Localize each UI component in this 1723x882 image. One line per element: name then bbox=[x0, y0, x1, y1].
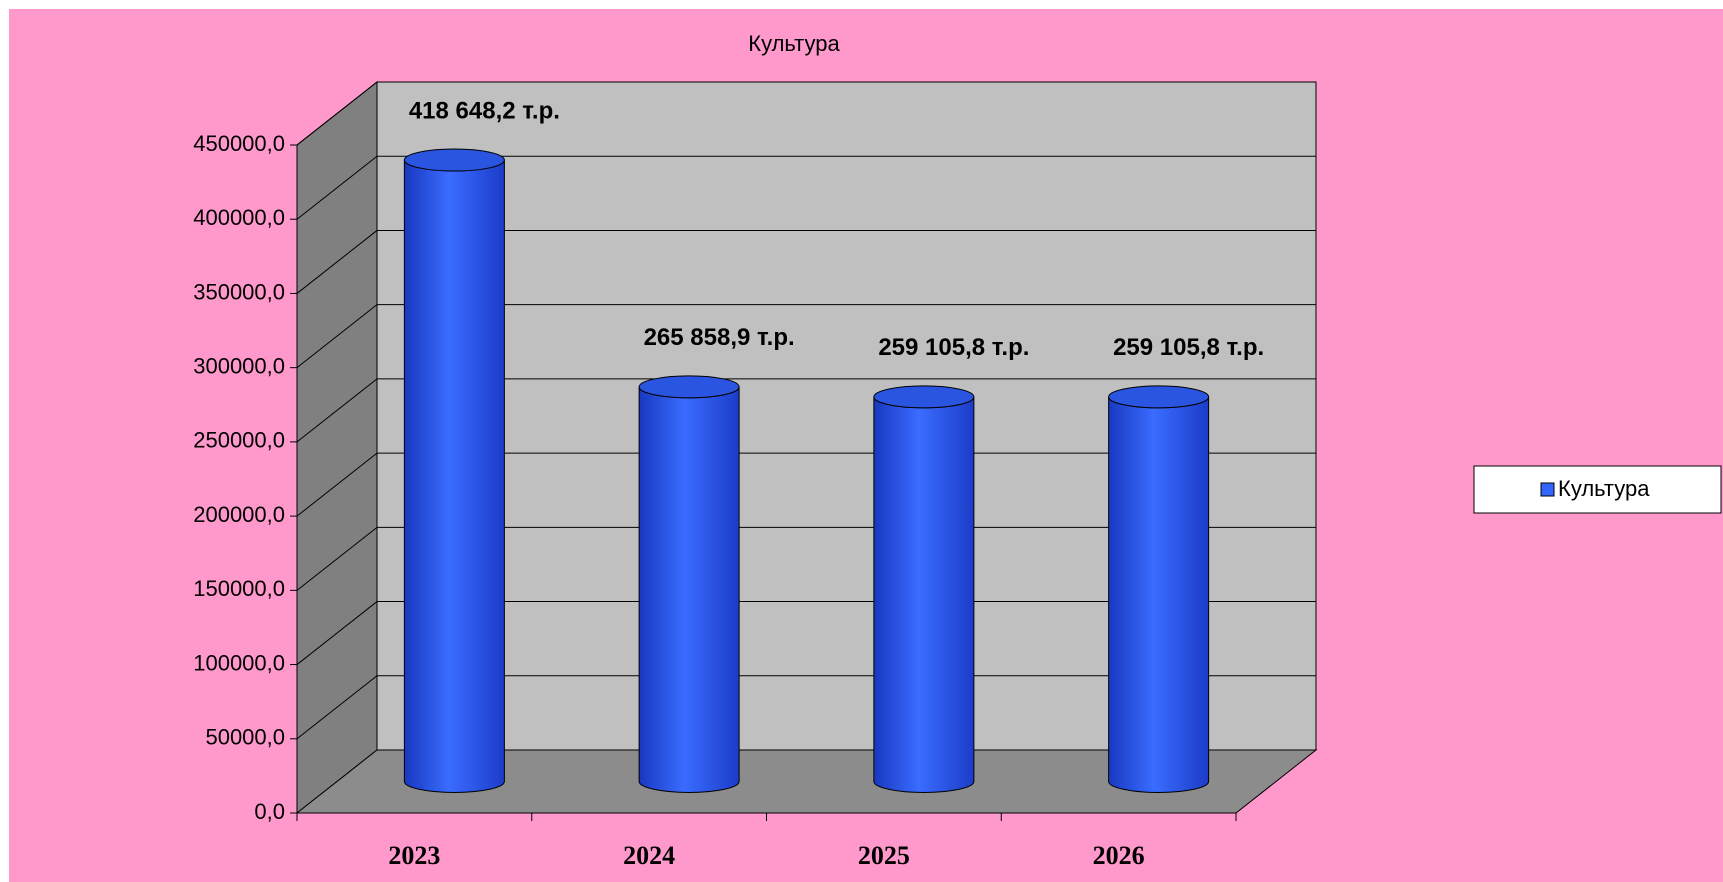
y-tick-label: 350000,0 bbox=[193, 279, 285, 304]
bar-top bbox=[873, 385, 975, 409]
y-tick-label: 250000,0 bbox=[193, 428, 285, 453]
y-tick-label: 450000,0 bbox=[193, 131, 285, 156]
grid-line bbox=[296, 526, 378, 591]
legend-label: Культура bbox=[1558, 476, 1650, 501]
x-tick-label: 2023 bbox=[388, 841, 440, 870]
value-label: 265 858,9 т.р. bbox=[644, 324, 795, 351]
chart-title: Культура bbox=[748, 31, 840, 56]
y-tick-label: 400000,0 bbox=[193, 205, 285, 230]
x-tick-label: 2026 bbox=[1093, 841, 1145, 870]
y-tick-label: 50000,0 bbox=[205, 725, 285, 750]
bar-top bbox=[403, 148, 505, 172]
bar-top bbox=[638, 375, 740, 399]
value-label: 259 105,8 т.р. bbox=[1113, 334, 1264, 361]
y-tick-label: 0,0 bbox=[254, 799, 285, 824]
grid-line bbox=[296, 601, 378, 665]
bar bbox=[873, 396, 975, 793]
grid-line bbox=[296, 304, 378, 369]
value-label: 259 105,8 т.р. bbox=[878, 334, 1029, 361]
grid-line bbox=[296, 155, 378, 220]
x-tick-label: 2025 bbox=[858, 841, 910, 870]
y-tick-label: 100000,0 bbox=[193, 650, 285, 675]
y-tick-label: 200000,0 bbox=[193, 502, 285, 527]
legend-swatch bbox=[1540, 482, 1555, 497]
x-tick-label: 2024 bbox=[623, 841, 675, 870]
bar bbox=[638, 386, 740, 793]
y-tick-label: 300000,0 bbox=[193, 353, 285, 378]
bar bbox=[403, 159, 505, 793]
grid-line bbox=[296, 230, 378, 294]
grid-line bbox=[296, 378, 378, 443]
grid-line bbox=[296, 675, 378, 740]
side-wall bbox=[296, 80, 378, 815]
bar-top bbox=[1108, 385, 1210, 409]
bar bbox=[1108, 396, 1210, 793]
grid-line bbox=[296, 81, 378, 146]
y-tick-label: 150000,0 bbox=[193, 576, 285, 601]
legend bbox=[1473, 465, 1722, 514]
value-label: 418 648,2 т.р. bbox=[409, 97, 560, 124]
grid-line bbox=[296, 452, 378, 517]
